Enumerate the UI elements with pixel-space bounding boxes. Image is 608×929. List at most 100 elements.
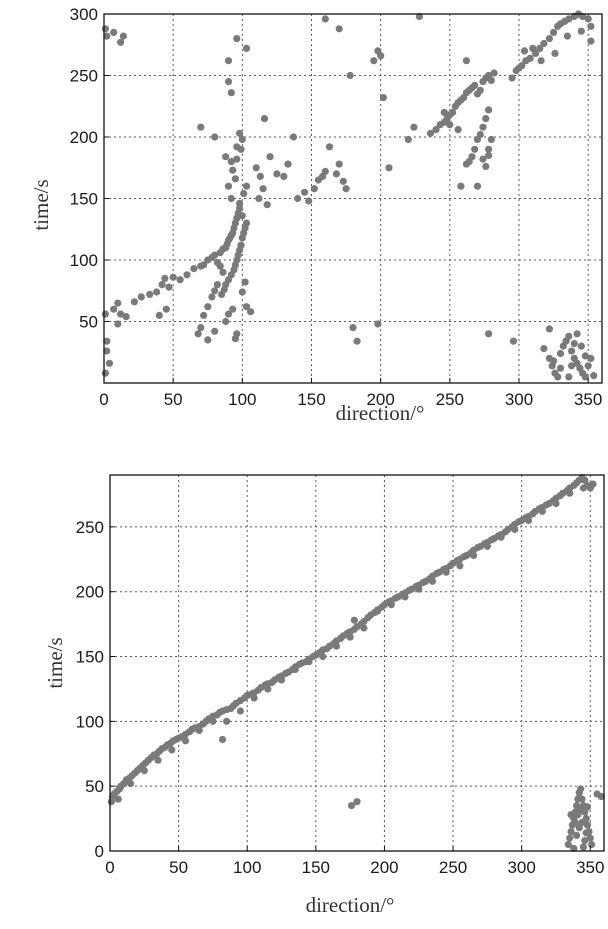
data-point — [233, 155, 241, 163]
data-point — [168, 746, 176, 754]
data-point — [264, 685, 272, 693]
x-tick-label: 100 — [228, 390, 256, 409]
data-point — [181, 737, 190, 745]
x-axis-label: direction/° — [336, 401, 425, 425]
data-point — [370, 57, 378, 65]
data-point — [335, 160, 343, 168]
data-point — [353, 337, 361, 345]
data-point — [291, 665, 299, 674]
data-point — [556, 349, 565, 358]
scatter-chart-top: 0 50 100 150 200 250 300 350 50 100 150 200 250 300 d… — [29, 5, 603, 425]
data-point — [238, 135, 246, 144]
data-point — [565, 373, 573, 381]
data-point — [273, 170, 281, 178]
data-point — [584, 15, 592, 23]
data-point — [105, 359, 114, 367]
data-point — [350, 616, 358, 624]
data-point — [415, 585, 423, 593]
data-point — [462, 57, 470, 65]
data-point — [587, 22, 595, 30]
data-point — [471, 145, 479, 153]
data-point — [536, 44, 544, 53]
data-point — [571, 818, 579, 827]
data-point — [565, 15, 573, 23]
x-tick-label: 50 — [169, 858, 188, 877]
data-point — [153, 288, 161, 296]
data-point — [183, 271, 191, 279]
data-point — [479, 123, 487, 131]
data-point — [332, 642, 340, 650]
data-point — [497, 533, 505, 541]
y-tick-label: 100 — [76, 712, 104, 731]
data-point — [581, 373, 590, 381]
data-point — [284, 160, 292, 168]
data-point — [194, 330, 202, 338]
data-point — [473, 135, 482, 144]
data-point — [233, 35, 241, 43]
data-point — [568, 362, 576, 370]
data-point — [110, 28, 118, 36]
data-point — [586, 834, 594, 842]
data-point — [255, 194, 263, 203]
data-point — [154, 756, 162, 764]
data-point — [310, 185, 318, 193]
data-point — [227, 158, 235, 166]
data-point — [250, 694, 258, 702]
data-point — [581, 352, 590, 360]
data-point — [294, 194, 302, 203]
data-point — [540, 345, 548, 353]
y-tick-label: 300 — [70, 5, 98, 24]
data-point — [346, 71, 354, 80]
data-point — [119, 32, 127, 40]
data-point — [485, 106, 493, 114]
data-point — [140, 767, 148, 775]
x-tick-label: 200 — [366, 390, 394, 409]
data-point — [227, 89, 235, 97]
data-point — [476, 86, 484, 94]
data-point — [374, 607, 382, 615]
data-point — [101, 310, 109, 318]
data-point — [567, 811, 575, 819]
data-point — [538, 507, 546, 515]
data-point — [117, 38, 125, 46]
data-point — [213, 281, 221, 289]
data-point — [385, 164, 393, 172]
data-point — [204, 303, 212, 311]
data-point — [583, 803, 592, 811]
data-point — [263, 201, 271, 209]
data-point — [374, 320, 382, 328]
data-point — [578, 795, 586, 803]
y-tick-label: 150 — [70, 190, 98, 209]
data-point — [573, 831, 581, 839]
data-point — [578, 818, 586, 827]
data-point — [346, 633, 354, 641]
data-point — [483, 542, 491, 550]
data-point — [589, 480, 597, 488]
x-tick-label: 50 — [164, 390, 183, 409]
data-point — [511, 525, 519, 534]
y-tick-label: 100 — [70, 251, 98, 270]
data-point — [509, 337, 518, 345]
x-tick-label: 100 — [233, 858, 261, 877]
data-point — [130, 298, 138, 306]
data-point — [583, 821, 592, 829]
data-point — [280, 172, 288, 180]
data-point — [387, 601, 395, 609]
data-point — [545, 325, 554, 333]
data-point — [260, 115, 269, 123]
data-point — [446, 121, 454, 129]
data-point — [410, 123, 418, 131]
data-point — [101, 25, 109, 33]
x-tick-label: 0 — [99, 390, 108, 409]
data-point — [236, 707, 244, 715]
data-point — [518, 62, 526, 70]
data-point — [200, 311, 208, 319]
data-point — [442, 568, 450, 576]
data-point — [252, 164, 260, 172]
data-point — [540, 39, 548, 48]
data-point — [524, 516, 533, 524]
data-point — [242, 44, 251, 53]
y-tick-label: 0 — [95, 842, 104, 861]
data-point — [224, 310, 233, 318]
data-point — [242, 219, 251, 227]
